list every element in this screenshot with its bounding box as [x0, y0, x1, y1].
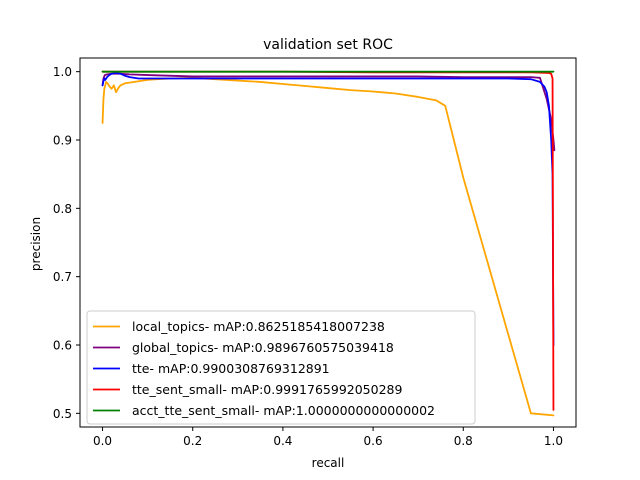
y-tick-label: 0.5 — [53, 407, 72, 421]
y-axis-ticks: 0.5 0.6 0.7 0.8 0.9 1.0 — [53, 65, 80, 421]
x-tick-label: 1.0 — [544, 434, 563, 448]
plot-area — [101, 70, 556, 417]
legend-label-3: tte_sent_small- mAP:0.9991765992050289 — [132, 382, 402, 397]
chart-title: validation set ROC — [263, 37, 393, 53]
x-tick-label: 0.4 — [273, 434, 292, 448]
y-tick-label: 0.9 — [53, 134, 72, 148]
y-tick-label: 1.0 — [53, 65, 72, 79]
x-tick-label: 0.8 — [454, 434, 473, 448]
x-tick-label: 0.6 — [364, 434, 383, 448]
series-line-2 — [101, 72, 555, 346]
x-axis-label: recall — [312, 456, 345, 470]
legend-label-2: tte- mAP:0.9900308769312891 — [132, 361, 330, 376]
legend-label-0: local_topics- mAP:0.8625185418007238 — [132, 319, 385, 334]
x-tick-label: 0.2 — [183, 434, 202, 448]
x-axis-ticks: 0.0 0.2 0.4 0.6 0.8 1.0 — [93, 427, 563, 448]
legend: local_topics- mAP:0.8625185418007238 glob… — [86, 310, 476, 425]
legend-box — [86, 310, 476, 425]
y-tick-label: 0.6 — [53, 339, 72, 353]
x-tick-label: 0.0 — [93, 434, 112, 448]
legend-label-4: acct_tte_sent_small- mAP:1.0000000000000… — [132, 403, 435, 418]
y-axis-label: precision — [29, 217, 43, 271]
legend-label-1: global_topics- mAP:0.9896760575039418 — [132, 340, 394, 355]
y-tick-label: 0.7 — [53, 270, 72, 284]
axes-frame — [79, 57, 577, 428]
y-tick-label: 0.8 — [53, 202, 72, 216]
